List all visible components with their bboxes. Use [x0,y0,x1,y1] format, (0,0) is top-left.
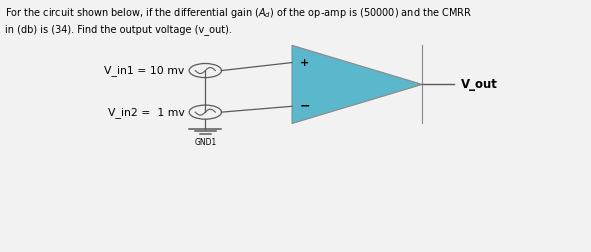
Text: V_in2 =  1 mv: V_in2 = 1 mv [108,107,184,118]
Text: V_in1 = 10 mv: V_in1 = 10 mv [104,65,184,76]
Text: in (db) is (34). Find the output voltage (v_out).: in (db) is (34). Find the output voltage… [5,24,232,35]
Text: V_out: V_out [461,78,498,91]
PathPatch shape [292,45,422,123]
Text: GND1: GND1 [194,138,216,147]
Text: For the circuit shown below, if the differential gain ($A_d$) of the op-amp is (: For the circuit shown below, if the diff… [5,6,472,20]
Text: +: + [300,57,309,68]
Text: −: − [300,100,310,113]
